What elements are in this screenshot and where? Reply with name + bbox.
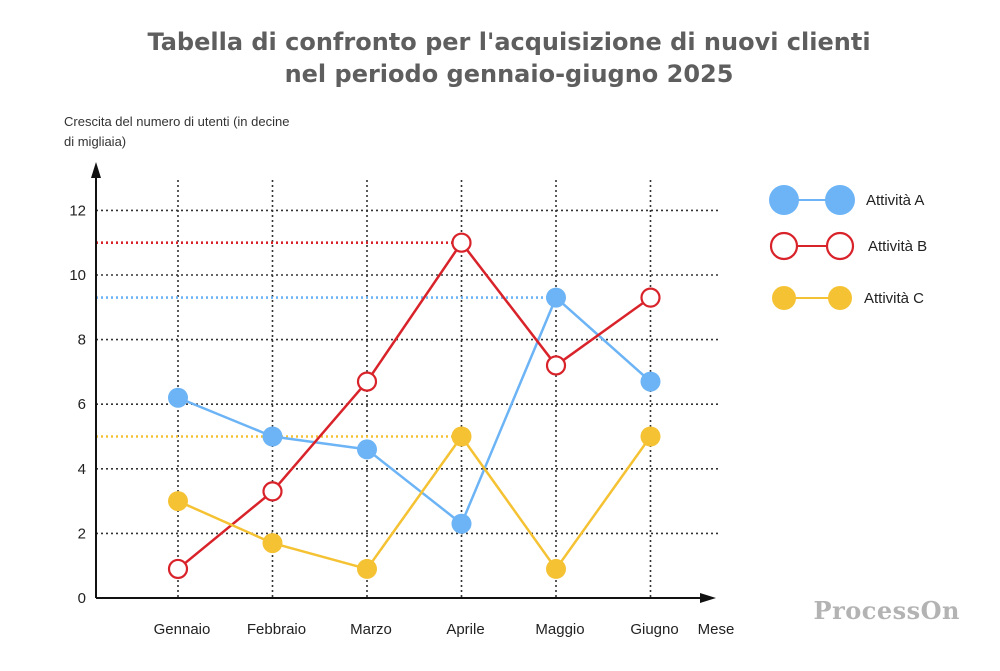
x-tick-labels: Gennaio Febbraio Marzo Aprile Maggio Giugno Me…	[154, 621, 735, 638]
data-point-series-2-5	[640, 426, 661, 447]
processon-watermark: ProcessOn	[813, 596, 960, 625]
data-point-series-1-4	[545, 355, 567, 376]
x-tick-label: Aprile	[446, 621, 484, 638]
chart-title-line-2: nel periodo gennaio-giugno 2025	[284, 60, 734, 88]
legend-marker-0-0	[769, 185, 799, 215]
data-point-series-1-2	[356, 371, 378, 392]
data-point-series-1-3	[451, 232, 472, 253]
data-point-series-2-4	[546, 558, 566, 579]
data-point-series-0-5	[640, 371, 661, 392]
legend-label-0: Attività A	[866, 192, 924, 209]
y-tick-label-12: 12	[69, 202, 86, 219]
data-point-series-0-1	[262, 426, 283, 447]
x-tick-label: Giugno	[630, 621, 678, 638]
series-line-0	[177, 296, 652, 525]
data-point-series-0-2	[357, 439, 377, 460]
data-point-series-1-0	[167, 558, 189, 580]
legend-marker-2-1	[828, 286, 852, 310]
legend-marker-1-1	[825, 231, 855, 261]
series-line-2	[177, 435, 652, 571]
data-point-series-0-0	[168, 387, 188, 408]
data-point-series-2-1	[262, 533, 283, 554]
grid-lines	[96, 180, 720, 598]
data-point-series-1-1	[262, 481, 283, 502]
x-axis-label: Mese	[698, 621, 735, 638]
x-tick-label: Febbraio	[247, 621, 306, 638]
legend-label-2: Attività C	[864, 290, 924, 307]
y-tick-label-0: 0	[78, 590, 86, 607]
x-tick-label: Gennaio	[154, 621, 211, 638]
y-tick-labels: 0 2 4 6 8 10 12	[69, 202, 86, 607]
y-axis-arrow	[91, 162, 101, 178]
data-point-series-2-3	[451, 426, 472, 447]
axes	[91, 162, 716, 603]
data-point-series-0-3	[451, 513, 472, 534]
legend-marker-2-0	[772, 286, 796, 310]
data-point-series-0-4	[546, 287, 566, 308]
y-tick-label-2: 2	[78, 525, 86, 542]
x-tick-label: Maggio	[535, 621, 584, 638]
series-line-1	[177, 241, 652, 570]
data-point-series-2-0	[168, 491, 188, 512]
legend-label-1: Attività B	[868, 238, 927, 255]
chart-title-line-1: Tabella di confronto per l'acquisizione …	[147, 28, 871, 56]
legend-marker-1-0	[769, 231, 799, 261]
x-tick-label: Marzo	[350, 621, 392, 638]
data-point-series-1-5	[640, 287, 661, 308]
chart-title: Tabella di confronto per l'acquisizione …	[0, 26, 1000, 90]
series-group	[167, 232, 661, 580]
x-axis-arrow	[700, 593, 716, 603]
y-tick-label-4: 4	[78, 461, 86, 478]
legend-marker-0-1	[825, 185, 855, 215]
y-tick-label-6: 6	[78, 396, 86, 413]
y-tick-label-8: 8	[78, 332, 86, 349]
legend: Attività A Attività B Attività C	[769, 185, 927, 310]
y-tick-label-10: 10	[69, 267, 86, 284]
data-point-series-2-2	[357, 558, 377, 579]
max-reference-lines	[96, 241, 556, 438]
y-axis-label: Crescita del numero di utenti (in decine…	[64, 114, 290, 149]
